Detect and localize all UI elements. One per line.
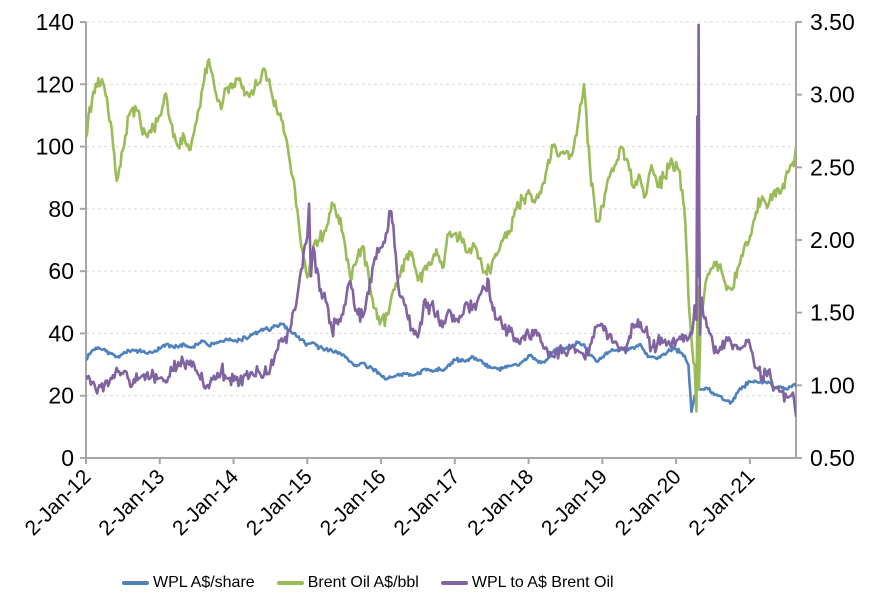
y-axis-left-tick-label: 40 <box>48 320 74 346</box>
y-axis-right-tick-label: 3.00 <box>810 82 855 108</box>
y-axis-left-tick-label: 120 <box>36 71 74 97</box>
y-axis-right-tick-label: 2.50 <box>810 154 855 180</box>
legend-swatch-wpl-brent-ratio <box>440 581 468 585</box>
legend-label-wpl-brent-ratio: WPL to A$ Brent Oil <box>471 574 614 591</box>
legend-item-brent-oil: Brent Oil A$/bbl <box>276 574 419 592</box>
x-axis-tick-label: 2-Jan-17 <box>389 465 464 540</box>
y-axis-right-tick-label: 0.50 <box>810 445 855 471</box>
y-axis-left-labels: 0 20 40 60 80 100 120 140 <box>36 9 74 471</box>
legend-item-wpl-share: WPL A$/share <box>122 574 255 592</box>
chart-legend: WPL A$/share Brent Oil A$/bbl WPL to A$ … <box>122 574 636 592</box>
x-axis-tick-label: 2-Jan-16 <box>316 465 391 540</box>
y-axis-left-tick-label: 100 <box>36 134 74 160</box>
x-axis-tick-label: 2-Jan-14 <box>168 465 243 540</box>
y-axis-left-tick-label: 80 <box>48 196 74 222</box>
x-axis-tick-label: 2-Jan-18 <box>463 465 538 540</box>
y-axis-left-tick-label: 0 <box>61 445 74 471</box>
x-axis-labels: 2-Jan-122-Jan-132-Jan-142-Jan-152-Jan-16… <box>21 465 760 540</box>
y-axis-left-tick-label: 20 <box>48 383 74 409</box>
y-axis-right-tick-label: 1.50 <box>810 300 855 326</box>
x-axis-tick-label: 2-Jan-15 <box>242 465 317 540</box>
legend-swatch-wpl-share <box>122 581 149 585</box>
legend-label-wpl-share: WPL A$/share <box>153 574 255 591</box>
wpl-brent-line-chart: 0 20 40 60 80 100 120 140 0.50 1.00 1.50 2.00 2.50 3.… <box>21 9 855 540</box>
x-axis-tick-label: 2-Jan-21 <box>685 465 760 540</box>
x-axis-tick-label: 2-Jan-19 <box>537 465 612 540</box>
gridlines <box>86 21 796 397</box>
x-axis-tick-label: 2-Jan-13 <box>94 465 169 540</box>
y-axis-right-tick-label: 2.00 <box>810 227 855 253</box>
series-line-brent-oil <box>86 58 796 413</box>
y-axis-right-tick-label: 3.50 <box>810 9 855 35</box>
y-axis-left-tick-label: 140 <box>36 9 74 35</box>
x-axis-tick-label: 2-Jan-12 <box>21 465 96 540</box>
legend-swatch-brent-oil <box>276 581 304 585</box>
y-axis-left-tick-label: 60 <box>48 258 74 284</box>
x-axis-tick-label: 2-Jan-20 <box>611 465 686 540</box>
legend-item-wpl-brent-ratio: WPL to A$ Brent Oil <box>440 574 614 592</box>
series-line-wpl-share <box>86 322 796 414</box>
legend-label-brent-oil: Brent Oil A$/bbl <box>307 574 419 591</box>
series-line-wpl-brent-ratio <box>86 23 796 418</box>
y-axis-right-labels: 0.50 1.00 1.50 2.00 2.50 3.00 3.50 <box>810 9 855 471</box>
y-axis-right-tick-label: 1.00 <box>810 372 855 398</box>
